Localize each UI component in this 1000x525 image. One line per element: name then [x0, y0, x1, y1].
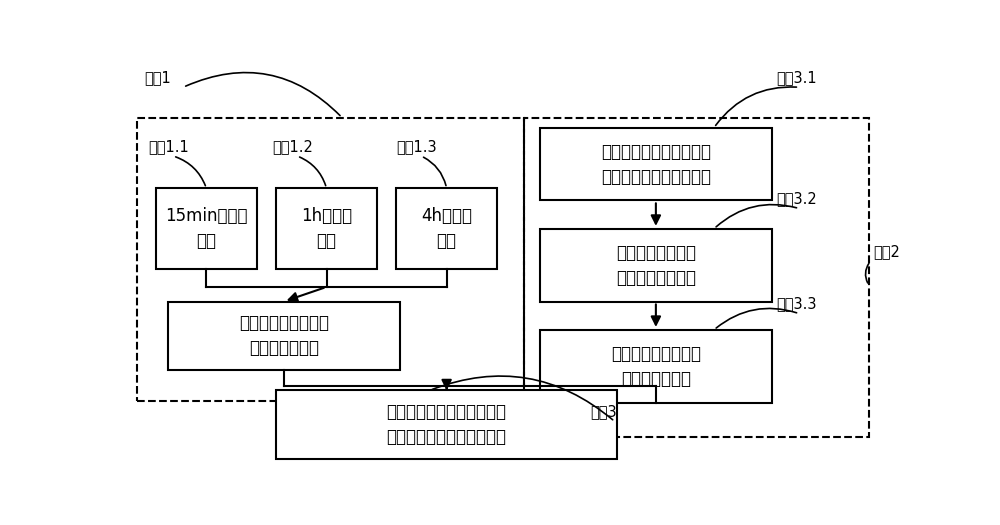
Text: 风电预测误差分析，常用
时间尺度误差标准差获取: 风电预测误差分析，常用 时间尺度误差标准差获取 [601, 143, 711, 185]
Text: 步骤3.1: 步骤3.1 [776, 70, 817, 85]
FancyBboxPatch shape [540, 229, 772, 301]
Text: 1h灵活性
供给: 1h灵活性 供给 [301, 207, 352, 250]
Text: 步骤1.3: 步骤1.3 [396, 139, 437, 154]
Text: 考虑多时间尺度灵活性约束
的含风电并网机组组合模型: 考虑多时间尺度灵活性约束 的含风电并网机组组合模型 [387, 403, 507, 446]
Text: 步骤2: 步骤2 [873, 244, 900, 259]
Text: 步骤1.1: 步骤1.1 [148, 139, 189, 154]
Text: 15min灵活性
供给: 15min灵活性 供给 [165, 207, 248, 250]
Text: 步骤1: 步骤1 [144, 70, 171, 85]
Text: 风电预测误差标准
差与时间函数拟合: 风电预测误差标准 差与时间函数拟合 [616, 244, 696, 287]
Text: 步骤3: 步骤3 [590, 405, 617, 419]
Text: 4h灵活性
供给: 4h灵活性 供给 [421, 207, 472, 250]
FancyBboxPatch shape [156, 188, 257, 269]
Text: 电力系统多时间尺度
灵活性需求模型: 电力系统多时间尺度 灵活性需求模型 [611, 345, 701, 387]
FancyBboxPatch shape [168, 301, 400, 370]
FancyBboxPatch shape [540, 330, 772, 403]
FancyBboxPatch shape [276, 188, 377, 269]
FancyBboxPatch shape [276, 391, 617, 459]
Text: 电力系统多时间尺度
灵活性供给模型: 电力系统多时间尺度 灵活性供给模型 [239, 314, 329, 358]
Text: 步骤3.3: 步骤3.3 [776, 297, 816, 312]
FancyBboxPatch shape [396, 188, 497, 269]
Text: 步骤3.2: 步骤3.2 [776, 192, 817, 206]
Text: 步骤1.2: 步骤1.2 [272, 139, 313, 154]
FancyBboxPatch shape [540, 128, 772, 201]
